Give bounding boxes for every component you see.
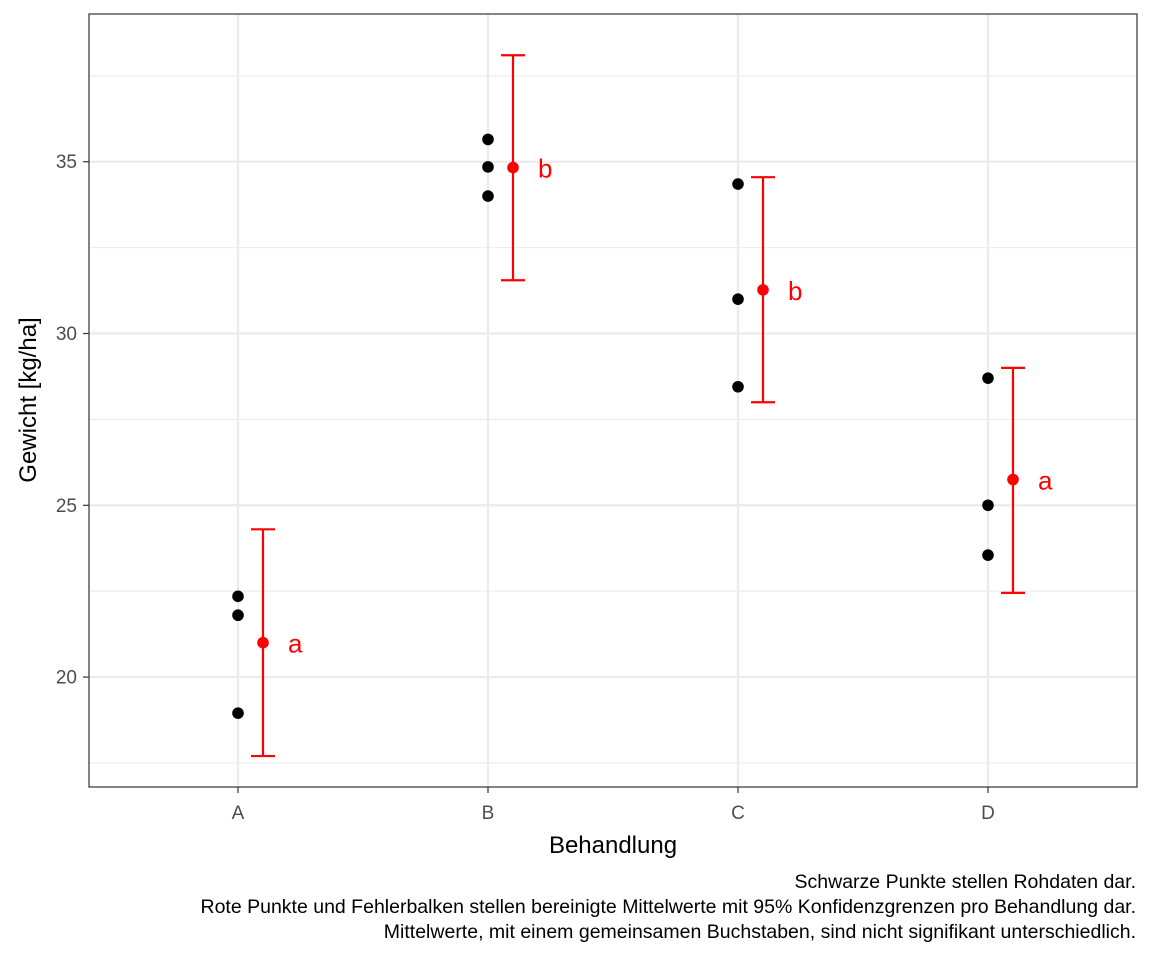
raw-data-point: [232, 707, 244, 719]
significance-letter: a: [288, 629, 303, 659]
significance-letter: b: [538, 154, 552, 184]
grid-lines: [89, 14, 1137, 787]
y-tick-label: 30: [56, 324, 77, 345]
y-tick-label: 20: [56, 668, 77, 689]
axis-layer: 20 25 30 35 A B C D: [56, 152, 995, 824]
raw-data-point: [732, 380, 744, 393]
caption-line-1: Schwarze Punkte stellen Rohdaten dar.: [794, 871, 1136, 893]
x-tick-label: D: [981, 803, 995, 824]
panel-border: [88, 13, 1138, 788]
raw-data-point: [982, 549, 994, 561]
significance-letter: a: [1038, 466, 1053, 496]
data-layer: a b b a: [232, 54, 1053, 758]
caption: Schwarze Punkte stellen Rohdaten dar. Ro…: [201, 870, 1137, 945]
y-tick-label: 25: [56, 496, 77, 517]
x-tick-label: A: [232, 803, 245, 824]
mean-point: [257, 636, 269, 649]
x-axis-title: Behandlung: [549, 832, 677, 859]
significance-letter: b: [788, 276, 802, 306]
raw-data-point: [982, 499, 994, 512]
mean-point: [757, 284, 769, 296]
raw-data-point: [232, 609, 244, 622]
y-axis-title: Gewicht [kg/ha]: [15, 317, 42, 482]
x-tick-label: C: [731, 803, 745, 824]
raw-data-point: [482, 190, 494, 202]
raw-data-point: [482, 161, 494, 173]
mean-point: [507, 161, 519, 174]
raw-data-point: [232, 590, 244, 603]
y-tick-label: 35: [56, 152, 77, 173]
caption-line-3: Mittelwerte, mit einem gemeinsamen Buchs…: [383, 921, 1136, 943]
x-tick-label: B: [482, 803, 495, 824]
mean-point: [1007, 473, 1019, 486]
caption-line-2: Rote Punkte und Fehlerbalken stellen ber…: [200, 896, 1137, 918]
raw-data-point: [732, 293, 744, 305]
raw-data-point: [982, 372, 994, 384]
raw-data-point: [732, 178, 744, 190]
raw-data-point: [482, 133, 494, 146]
